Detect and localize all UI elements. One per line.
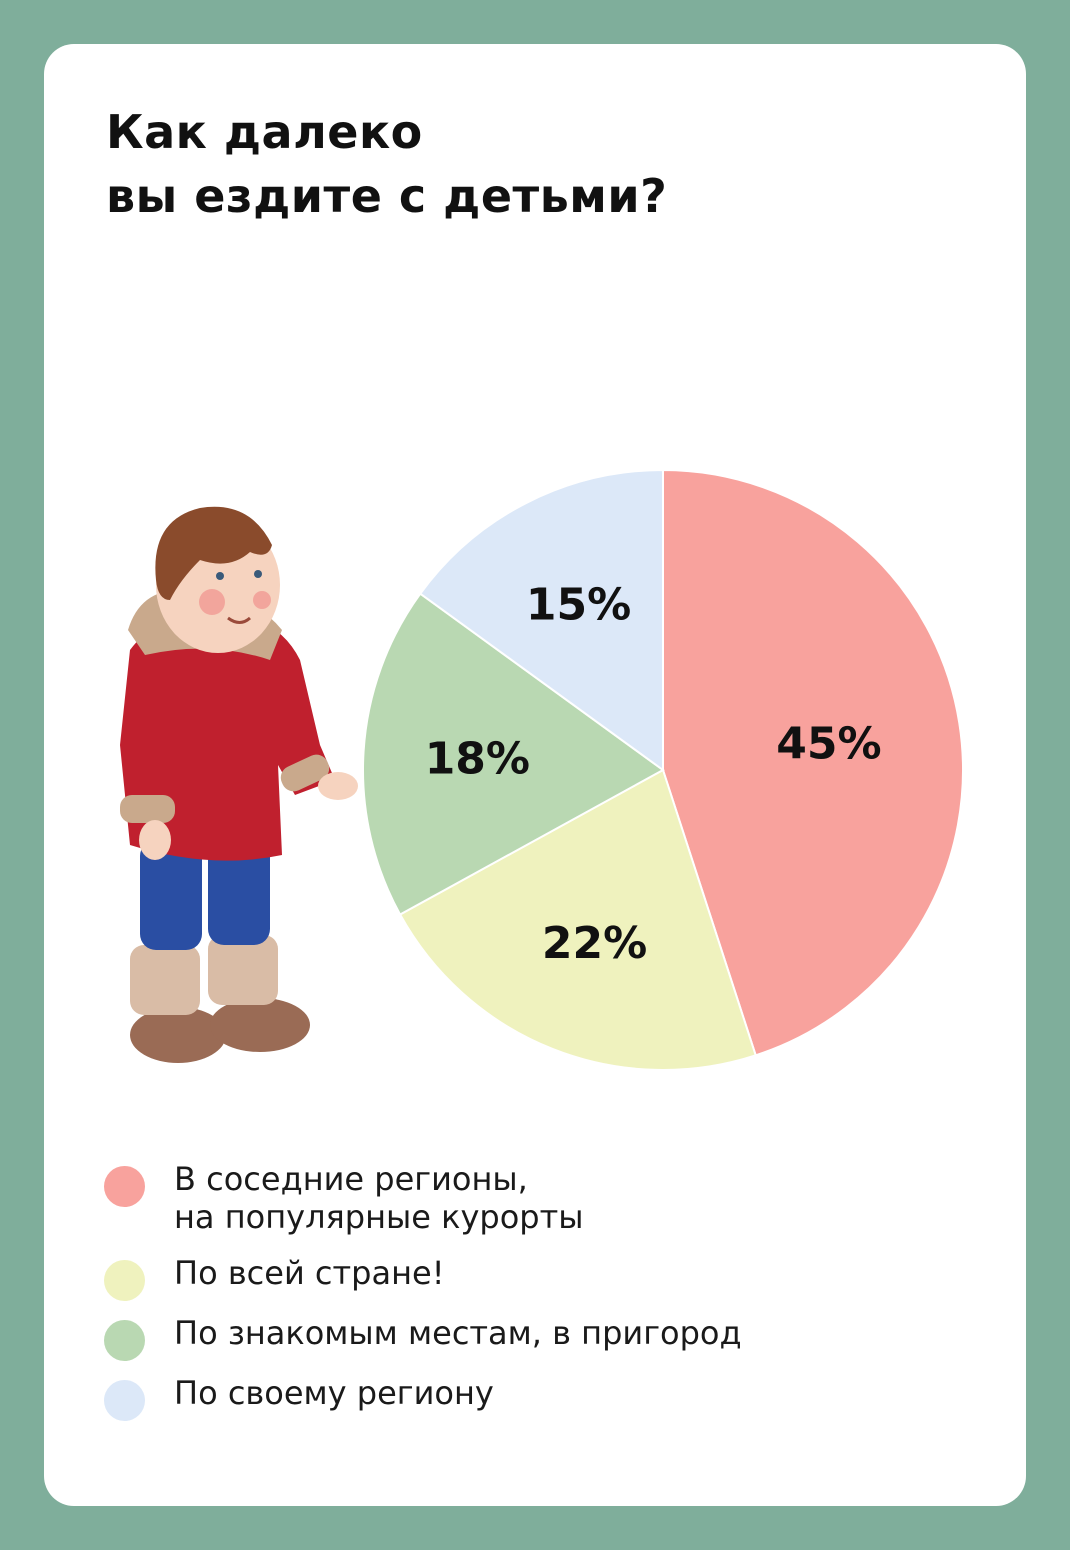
- legend-label: По своему региону: [174, 1374, 494, 1412]
- pie-slice-label: 22%: [542, 918, 647, 969]
- legend-label: По знакомым местам, в пригород: [174, 1314, 742, 1352]
- pie-slice: [662, 468, 964, 1057]
- pie-chart: 45% 22% 18% 15%: [362, 468, 964, 1071]
- pie-slice: [362, 592, 665, 916]
- title-line-1: Как далеко: [106, 105, 423, 159]
- pie-slice: [418, 468, 664, 772]
- legend-swatch: [104, 1260, 145, 1301]
- child-illustration: [120, 506, 358, 1063]
- legend-swatch: [104, 1320, 145, 1361]
- pie-slice-label: 45%: [776, 719, 881, 770]
- legend-item: По своему региону: [104, 1374, 742, 1434]
- pie-slices: [362, 468, 964, 1071]
- legend-label: В соседние регионы, на популярные курорт…: [174, 1160, 584, 1236]
- legend-item: По всей стране!: [104, 1254, 742, 1314]
- title-line-2: вы ездите с детьми?: [106, 169, 668, 223]
- legend-item: По знакомым местам, в пригород: [104, 1314, 742, 1374]
- pie-slice-label: 18%: [425, 733, 530, 784]
- legend-swatch: [104, 1380, 145, 1421]
- page-title: Как далеко вы ездите с детьми?: [106, 100, 667, 228]
- legend: В соседние регионы, на популярные курорт…: [104, 1160, 742, 1434]
- legend-label: По всей стране!: [174, 1254, 445, 1292]
- pie-slice: [398, 768, 757, 1071]
- pie-slice-label: 15%: [526, 579, 631, 630]
- pie-slice-labels: 45% 22% 18% 15%: [425, 579, 882, 969]
- legend-swatch: [104, 1166, 145, 1207]
- legend-item: В соседние регионы, на популярные курорт…: [104, 1160, 742, 1240]
